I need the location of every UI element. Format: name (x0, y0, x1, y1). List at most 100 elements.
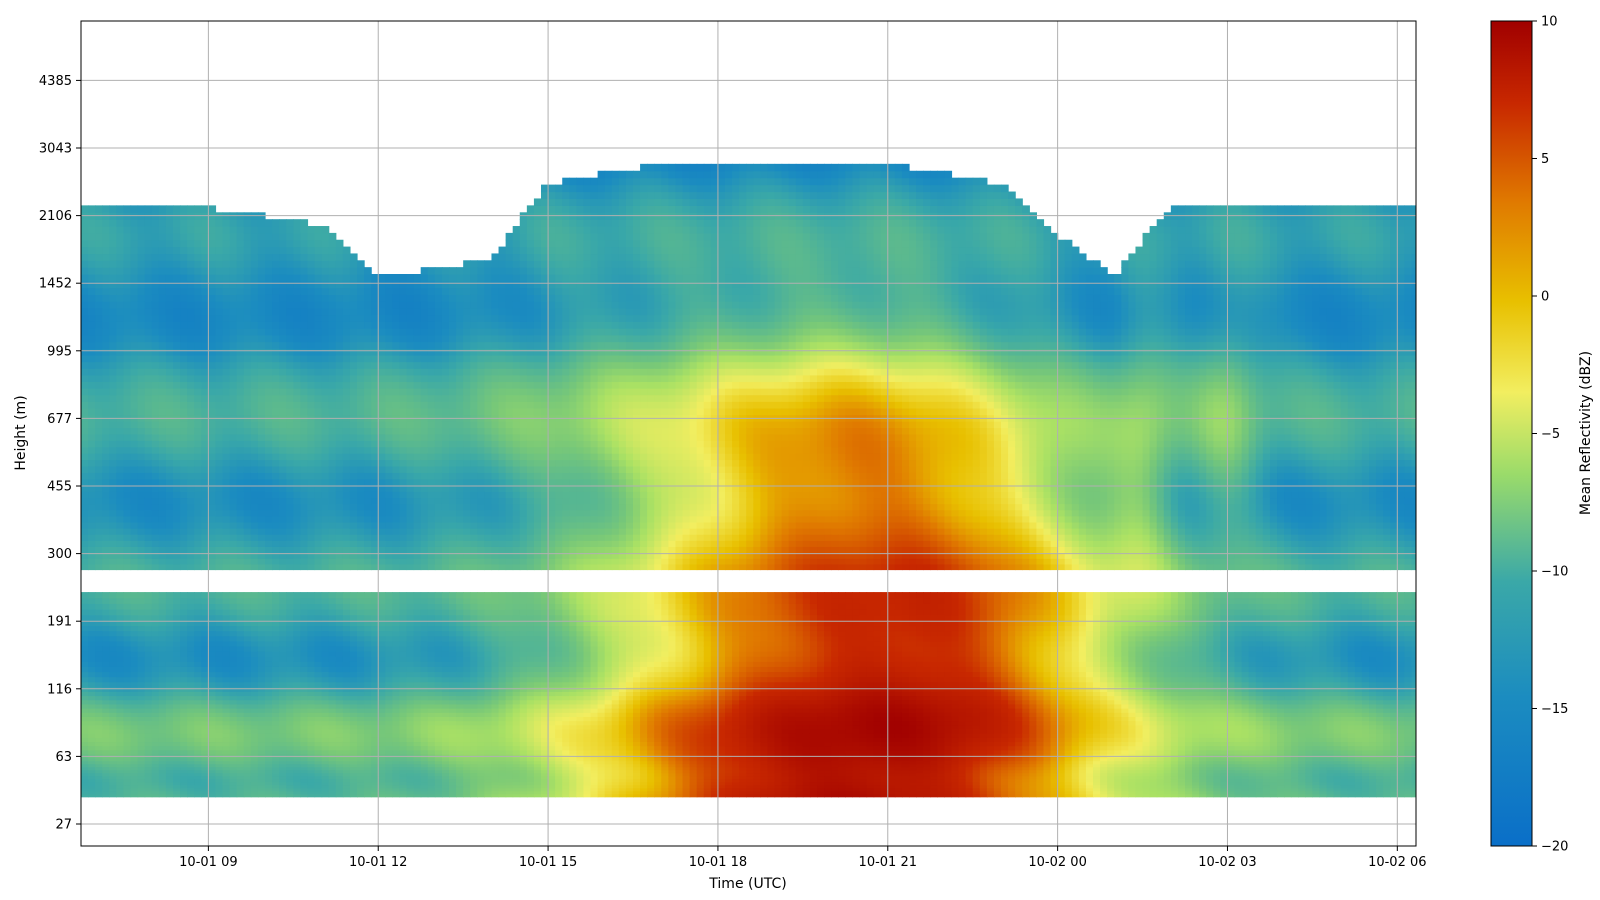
heatmap-cell (187, 635, 195, 642)
heatmap-cell (208, 724, 217, 730)
heatmap-cell (137, 374, 146, 383)
heatmap-cell (144, 509, 153, 517)
heatmap-cell (420, 465, 429, 473)
heatmap-cell (265, 741, 273, 747)
heatmap-cell (328, 609, 337, 616)
heatmap-cell (349, 321, 358, 329)
heatmap-cell (307, 354, 316, 363)
heatmap-cell (300, 381, 309, 389)
heatmap-cell (109, 635, 117, 642)
heatmap-cell (371, 274, 379, 282)
heatmap-cell (165, 440, 174, 448)
heatmap-cell (81, 497, 89, 505)
heatmap-cell (385, 485, 393, 492)
heatmap-cell (236, 645, 245, 652)
heatmap-cell (321, 775, 330, 780)
heatmap-cell (109, 328, 117, 336)
heatmap-cell (307, 671, 316, 678)
heatmap-cell (243, 775, 252, 780)
heatmap-cell (123, 691, 132, 697)
heatmap-cell (272, 472, 280, 480)
heatmap-cell (144, 716, 153, 722)
heatmap-cell (265, 703, 273, 709)
heatmap-cell (88, 666, 96, 673)
heatmap-cell (385, 433, 393, 441)
heatmap-cell (81, 260, 89, 268)
heatmap-cell (151, 314, 160, 322)
heatmap-cell (342, 361, 351, 369)
heatmap-cell (357, 763, 365, 768)
heatmap-cell (236, 321, 245, 329)
heatmap-cell (194, 775, 202, 780)
heatmap-cell (357, 354, 365, 363)
heatmap-cell (364, 374, 372, 383)
heatmap-cell (272, 666, 280, 673)
heatmap-cell (349, 661, 358, 667)
heatmap-cell (272, 407, 280, 416)
heatmap-cell (81, 440, 89, 448)
heatmap-cell (144, 348, 153, 356)
heatmap-cell (265, 301, 273, 309)
heatmap-cell (279, 509, 287, 517)
heatmap-cell (286, 630, 294, 637)
heatmap-cell (250, 681, 259, 688)
heatmap-cell (321, 728, 330, 734)
heatmap-cell (208, 592, 217, 599)
heatmap-cell (357, 440, 365, 448)
heatmap-cell (265, 421, 273, 429)
heatmap-cell (151, 656, 160, 662)
heatmap-cell (187, 609, 195, 616)
heatmap-cell (286, 790, 294, 795)
heatmap-cell (215, 603, 224, 610)
heatmap-cell (364, 563, 372, 571)
heatmap-cell (95, 656, 103, 662)
heatmap-cell (208, 691, 217, 697)
heatmap-cell (194, 491, 202, 499)
heatmap-cell (81, 666, 89, 673)
heatmap-cell (300, 563, 309, 571)
heatmap-cell (137, 521, 146, 529)
heatmap-cell (201, 232, 209, 241)
heatmap-cell (229, 239, 238, 248)
heatmap-cell (208, 620, 217, 627)
heatmap-cell (371, 394, 379, 402)
heatmap-cell (257, 226, 266, 234)
heatmap-cell (335, 427, 344, 435)
heatmap-cell (342, 656, 351, 662)
heatmap-cell (357, 661, 365, 667)
heatmap-cell (300, 465, 309, 473)
heatmap-cell (342, 741, 351, 747)
heatmap-cell (307, 232, 316, 241)
heatmap-cell (208, 793, 217, 798)
heatmap-cell (130, 465, 139, 473)
heatmap-cell (95, 491, 103, 499)
heatmap-cell (307, 328, 316, 336)
heatmap-cell (208, 769, 217, 774)
heatmap-cell (194, 793, 202, 798)
heatmap-cell (420, 528, 429, 535)
heatmap-cell (286, 666, 294, 673)
heatmap-cell (165, 401, 174, 409)
heatmap-cell (314, 485, 323, 492)
heatmap-cell (215, 381, 224, 389)
heatmap-cell (300, 509, 309, 517)
heatmap-cell (158, 614, 167, 621)
heatmap-cell (95, 645, 103, 652)
heatmap-cell (180, 260, 188, 268)
heatmap-cell (321, 388, 330, 396)
heatmap-cell (187, 361, 195, 369)
heatmap-cell (222, 681, 231, 688)
heatmap-cell (279, 246, 287, 255)
heatmap-cell (81, 219, 89, 227)
heatmap-cell (342, 515, 351, 523)
heatmap-cell (420, 635, 429, 642)
heatmap-cell (257, 563, 266, 571)
heatmap-cell (81, 546, 89, 554)
heatmap-cell (272, 733, 280, 738)
heatmap-cell (357, 681, 365, 688)
heatmap-cell (265, 666, 273, 673)
heatmap-cell (88, 453, 96, 461)
heatmap-cell (102, 334, 110, 343)
heatmap-cell (137, 515, 146, 523)
heatmap-cell (180, 630, 188, 637)
